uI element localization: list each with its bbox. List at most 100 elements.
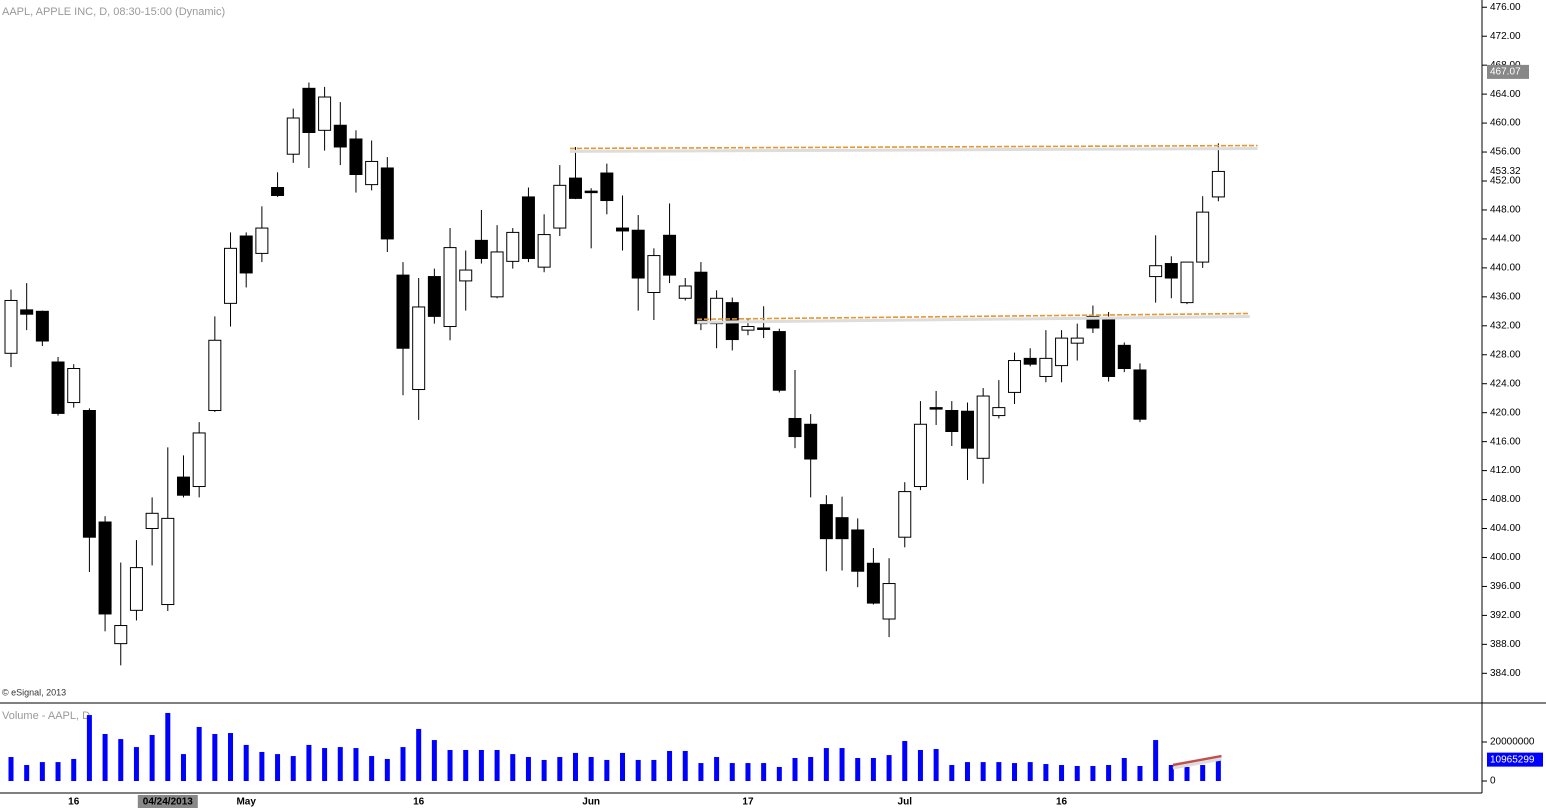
candle-body bbox=[616, 227, 630, 232]
candle-body bbox=[631, 229, 645, 279]
candle-body bbox=[929, 407, 943, 410]
volume-bar bbox=[855, 757, 861, 782]
volume-bar bbox=[823, 748, 829, 782]
volume-bar bbox=[1012, 763, 1018, 782]
volume-bar bbox=[24, 765, 30, 782]
candle-body bbox=[1023, 357, 1037, 365]
y-tick-label: 404.00 bbox=[1490, 523, 1521, 534]
x-tick-label: 16 bbox=[68, 797, 80, 808]
volume-bar bbox=[149, 734, 155, 782]
volume-bar bbox=[604, 759, 610, 782]
candle-body bbox=[992, 407, 1006, 417]
price-marker: 467.07 bbox=[1490, 67, 1521, 78]
volume-bar bbox=[1121, 757, 1127, 782]
y-tick-label: 0 bbox=[1490, 776, 1496, 787]
volume-bar bbox=[808, 757, 814, 782]
y-tick-label: 420.00 bbox=[1490, 407, 1521, 418]
candle-body bbox=[1086, 315, 1100, 329]
candle-body bbox=[663, 234, 677, 276]
volume-bar bbox=[620, 752, 626, 782]
volume-bar bbox=[933, 749, 939, 782]
y-tick-label: 396.00 bbox=[1490, 581, 1521, 592]
y-tick-label: 440.00 bbox=[1490, 263, 1521, 274]
volume-bar bbox=[243, 744, 249, 782]
volume-bar bbox=[369, 756, 375, 782]
volume-bar bbox=[1215, 759, 1221, 782]
y-tick-label: 384.00 bbox=[1490, 668, 1521, 679]
candle-body bbox=[286, 117, 300, 155]
volume-bar bbox=[886, 755, 892, 782]
volume-bar bbox=[39, 762, 45, 782]
x-tick-label: 16 bbox=[1056, 797, 1068, 808]
volume-bar bbox=[902, 741, 908, 782]
candle-body bbox=[819, 504, 833, 540]
volume-bar bbox=[384, 758, 390, 782]
y-tick-label: 392.00 bbox=[1490, 610, 1521, 621]
y-tick-label: 444.00 bbox=[1490, 234, 1521, 245]
candle-body bbox=[553, 184, 567, 229]
candle-body bbox=[380, 167, 394, 240]
candle-body bbox=[255, 227, 269, 254]
volume-bar bbox=[494, 749, 500, 782]
candle-body bbox=[521, 196, 535, 259]
candle-body bbox=[882, 583, 896, 620]
candle-body bbox=[208, 339, 222, 412]
candle-body bbox=[192, 432, 206, 488]
candle-body bbox=[678, 285, 692, 299]
candle-body bbox=[960, 410, 974, 449]
candle-body bbox=[600, 172, 614, 202]
candle-body bbox=[20, 309, 34, 315]
volume-bar bbox=[792, 757, 798, 782]
candle-body bbox=[365, 160, 379, 186]
candle-body bbox=[349, 138, 363, 175]
volume-bar bbox=[651, 759, 657, 782]
candle-body bbox=[506, 231, 520, 262]
candle-body bbox=[537, 234, 551, 268]
y-tick-label: 472.00 bbox=[1490, 31, 1521, 42]
volume-bar bbox=[290, 756, 296, 782]
volume-bar bbox=[839, 748, 845, 782]
volume-bar bbox=[1184, 766, 1190, 782]
volume-bar bbox=[714, 757, 720, 782]
volume-bar bbox=[337, 747, 343, 782]
volume-bar bbox=[870, 757, 876, 782]
candle-body bbox=[976, 395, 990, 459]
candle-body bbox=[694, 271, 708, 325]
volume-bar bbox=[322, 748, 328, 782]
x-tick-label: 17 bbox=[742, 797, 754, 808]
volume-bar bbox=[8, 757, 14, 782]
candle-body bbox=[427, 276, 441, 317]
y-tick-label: 412.00 bbox=[1490, 465, 1521, 476]
candle-body bbox=[443, 247, 457, 328]
volume-bar bbox=[431, 740, 437, 782]
candle-body bbox=[51, 361, 65, 414]
volume-bar bbox=[588, 757, 594, 782]
candle-body bbox=[584, 190, 598, 194]
candle-body bbox=[1039, 357, 1053, 377]
y-tick-label: 432.00 bbox=[1490, 320, 1521, 331]
y-tick-label: 416.00 bbox=[1490, 436, 1521, 447]
volume-bar bbox=[572, 752, 578, 782]
trendline-shadow bbox=[1172, 757, 1222, 770]
candle-body bbox=[333, 124, 347, 148]
candle-body bbox=[318, 96, 332, 131]
volume-bar bbox=[306, 744, 312, 782]
candle-body bbox=[757, 327, 771, 330]
volume-bar bbox=[745, 763, 751, 782]
volume-bar bbox=[525, 757, 531, 782]
volume-bar bbox=[55, 762, 61, 782]
candle-body bbox=[1196, 211, 1210, 263]
volume-bar bbox=[1074, 765, 1080, 782]
trendline-shadow bbox=[696, 314, 1250, 324]
candle-body bbox=[459, 269, 473, 282]
volume-bar bbox=[917, 749, 923, 782]
volume-bar bbox=[463, 749, 469, 782]
volume-bar bbox=[1137, 765, 1143, 782]
volume-bar bbox=[212, 734, 218, 782]
candle-body bbox=[741, 326, 755, 331]
y-tick-label: 436.00 bbox=[1490, 291, 1521, 302]
y-tick-label: 448.00 bbox=[1490, 205, 1521, 216]
candle-body bbox=[866, 562, 880, 604]
candle-body bbox=[913, 423, 927, 488]
